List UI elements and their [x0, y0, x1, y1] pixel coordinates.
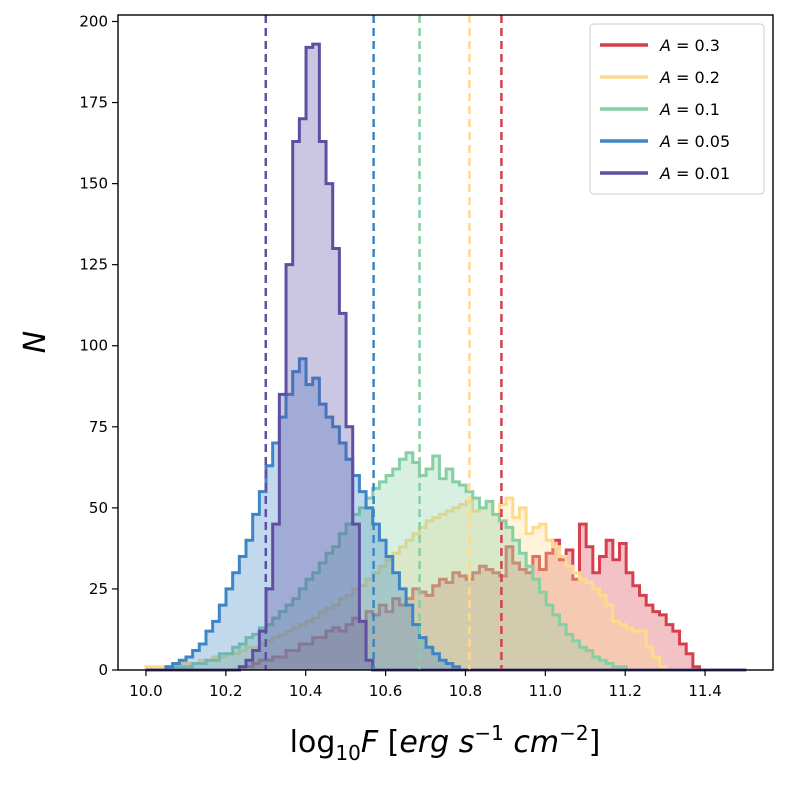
y-axis-label: N [18, 331, 53, 353]
plot-frame [117, 14, 774, 671]
x-tick-label: 10.2 [209, 682, 242, 700]
legend-label: A = 0.2 [659, 68, 720, 87]
legend-label: A = 0.01 [659, 164, 730, 183]
histogram-fill [145, 44, 747, 670]
mean-marker-lines [264, 15, 503, 670]
histogram-fill [145, 498, 747, 670]
legend-box [589, 23, 765, 195]
legend-label: A = 0.1 [659, 100, 720, 119]
x-tick-label: 10.8 [449, 682, 482, 700]
legend-label: A = 0.3 [659, 36, 720, 55]
histogram-series-group [144, 42, 747, 672]
y-tick-label: 100 [79, 337, 108, 355]
y-tick-label: 125 [79, 256, 108, 274]
y-tick-label: 50 [89, 499, 108, 517]
x-tick-label: 11.4 [688, 682, 721, 700]
y-tick-label: 175 [79, 94, 108, 112]
x-axis-label: log10F [erg s−1 cm−2] [290, 721, 601, 765]
x-tick-label: 10.6 [369, 682, 402, 700]
x-tick-label: 10.0 [129, 682, 162, 700]
histogram-fill [145, 524, 747, 670]
x-axis-ticks: 10.0 10.2 10.4 10.6 10.8 11.0 11.2 11.4 [129, 670, 722, 700]
x-tick-label: 11.2 [609, 682, 642, 700]
histogram-outline [145, 522, 747, 672]
series-A=0.3 [145, 522, 747, 672]
legend: A = 0.3 A = 0.2 A = 0.1 A = 0.05 A = 0.01 [589, 23, 765, 195]
y-tick-label: 200 [79, 12, 108, 30]
x-tick-label: 10.4 [289, 682, 322, 700]
histogram-fill [145, 452, 747, 670]
legend-label: A = 0.05 [659, 132, 730, 151]
histogram-fill [145, 358, 747, 670]
x-tick-label: 11.0 [529, 682, 562, 700]
y-tick-label: 25 [89, 580, 108, 598]
y-tick-label: 0 [98, 661, 108, 679]
y-axis-ticks: 0 25 50 75 100 125 150 175 200 [79, 12, 118, 679]
y-tick-label: 75 [89, 418, 108, 436]
y-tick-label: 150 [79, 175, 108, 193]
